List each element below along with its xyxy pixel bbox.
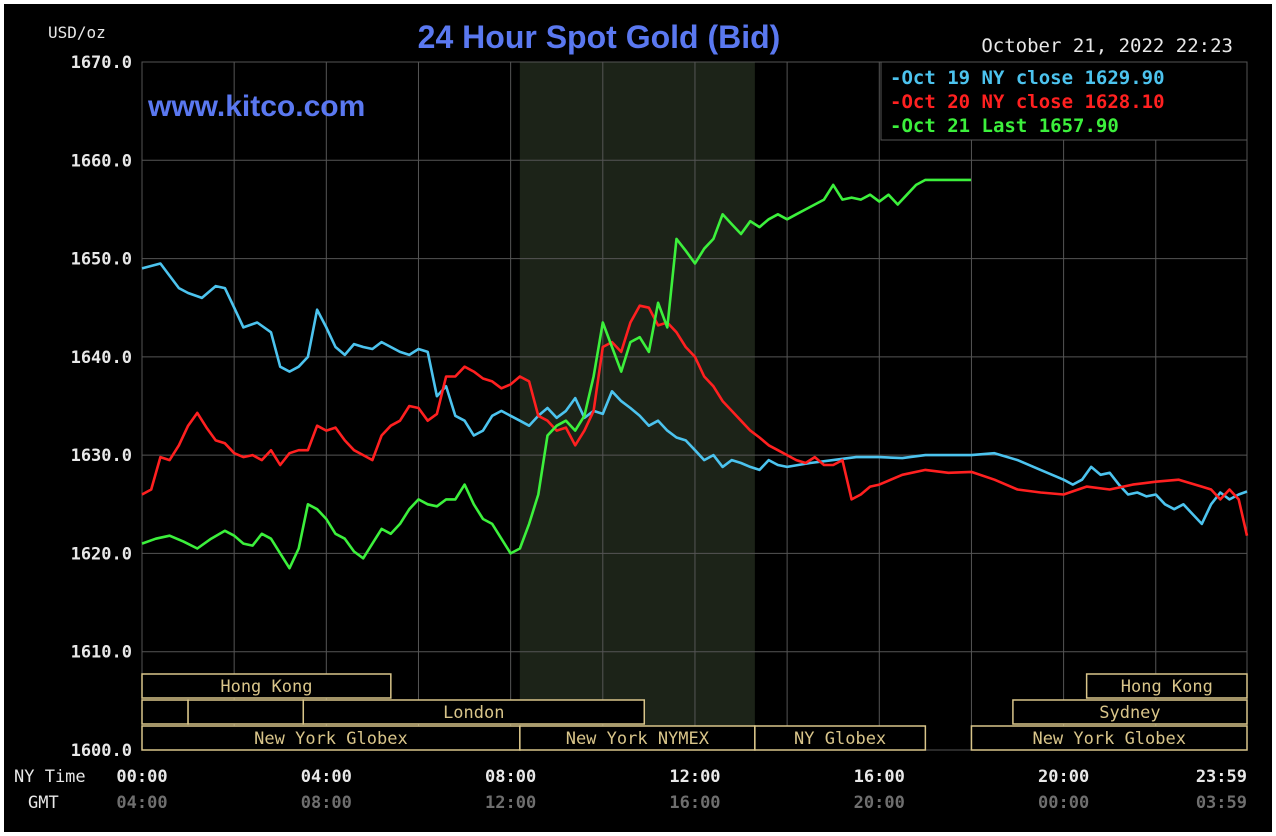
x-tick-label-gmt: 12:00	[485, 793, 536, 813]
session-box	[187, 699, 305, 725]
gold-price-chart: Hong Kong Hong Kong London Sydney New York G…	[4, 4, 1272, 832]
y-tick-label: 1660.0	[71, 151, 132, 171]
x-tick-label-ny: 16:00	[854, 767, 905, 787]
session-box	[519, 725, 756, 751]
session-label: New York Globex	[1032, 729, 1186, 749]
session-box	[302, 699, 646, 725]
session-box	[1085, 673, 1248, 699]
x-tick-label-gmt: 00:00	[1038, 793, 1089, 813]
x-axis-ticks: 00:00 04:00 04:00 08:00 08:00 12:00 12:00 16:00…	[116, 767, 1247, 813]
y-tick-label: 1650.0	[71, 250, 132, 270]
x-tick-label-gmt: 20:00	[854, 793, 905, 813]
legend-entry: -Oct 20 NY close 1628.10	[890, 91, 1165, 113]
session-box	[141, 673, 392, 699]
session-label: New York Globex	[254, 729, 408, 749]
x-tick-label-gmt: 03:59	[1196, 793, 1247, 813]
x-tick-label-ny: 20:00	[1038, 767, 1089, 787]
x-tick-label-ny: 12:00	[669, 767, 720, 787]
legend: -Oct 19 NY close 1629.90-Oct 20 NY close…	[880, 61, 1248, 141]
session-box	[754, 725, 927, 751]
series-line-3	[141, 178, 971, 570]
y-tick-label: 1620.0	[71, 544, 132, 564]
grid-lines	[141, 61, 1248, 751]
timestamp: October 21, 2022 22:23	[981, 35, 1233, 57]
legend-entry: -Oct 19 NY close 1629.90	[890, 67, 1165, 89]
y-tick-label: 1640.0	[71, 348, 132, 368]
nymex-shaded-region	[519, 62, 755, 750]
market-sessions: Hong Kong Hong Kong London Sydney New York G…	[141, 673, 1248, 751]
session-label: NY Globex	[794, 729, 886, 749]
x-tick-label-gmt: 16:00	[669, 793, 720, 813]
session-box	[1012, 699, 1248, 725]
y-tick-label: 1610.0	[71, 643, 132, 663]
session-box	[141, 725, 521, 751]
legend-background	[880, 61, 1248, 141]
chart-title: 24 Hour Spot Gold (Bid)	[418, 19, 781, 55]
watermark: www.kitco.com	[147, 90, 365, 123]
x-tick-label-gmt: 04:00	[116, 793, 167, 813]
x-tick-label-gmt: 08:00	[301, 793, 352, 813]
gmt-label: GMT	[28, 793, 59, 813]
x-tick-label-ny: 04:00	[301, 767, 352, 787]
y-tick-label: 1630.0	[71, 446, 132, 466]
x-tick-label-ny: 23:59	[1196, 767, 1247, 787]
y-tick-label: 1600.0	[71, 741, 132, 761]
legend-entry: -Oct 21 Last 1657.90	[890, 115, 1119, 137]
series-line-1	[141, 262, 1248, 526]
series-line-2	[141, 304, 1249, 536]
session-label: New York NYMEX	[566, 729, 710, 749]
chart-frame: Hong Kong Hong Kong London Sydney New York G…	[4, 4, 1272, 832]
session-box	[970, 725, 1248, 751]
price-series	[141, 178, 1249, 570]
x-tick-label-ny: 00:00	[116, 767, 167, 787]
session-label: Hong Kong	[220, 677, 312, 697]
session-label: London	[443, 703, 504, 723]
y-tick-label: 1670.0	[71, 53, 132, 73]
y-axis-ticks: 1600.0 1610.0 1620.0 1630.0 1640.0 1650.0 1660…	[71, 53, 132, 761]
session-box	[141, 699, 189, 725]
ny-time-label: NY Time	[14, 767, 86, 787]
session-label: Sydney	[1099, 703, 1160, 723]
unit-label: USD/oz	[48, 23, 106, 42]
session-label: Hong Kong	[1121, 677, 1213, 697]
x-tick-label-ny: 08:00	[485, 767, 536, 787]
